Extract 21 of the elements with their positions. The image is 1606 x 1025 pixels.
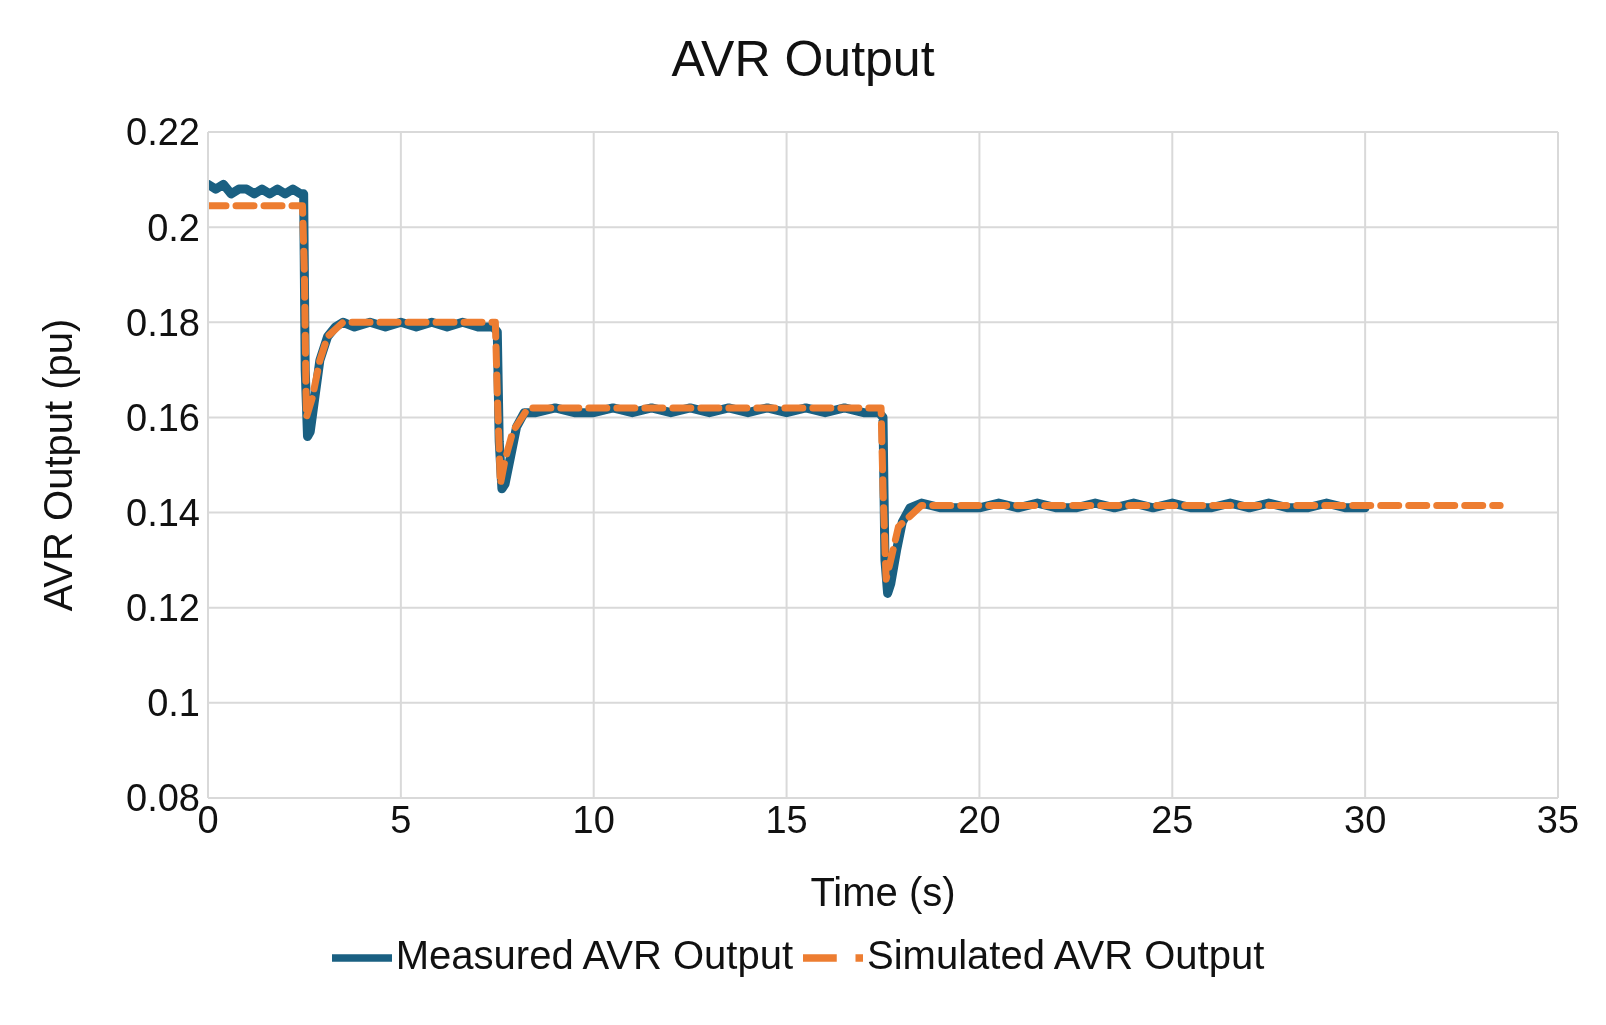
x-tick-label: 5 (390, 798, 412, 841)
y-tick-label: 0.18 (126, 301, 200, 344)
x-tick-label: 30 (1344, 798, 1387, 841)
x-axis-title: Time (s) (810, 870, 956, 914)
y-tick-label: 0.1 (147, 682, 200, 725)
y-axis-title: AVR Output (pu) (36, 318, 81, 612)
y-tick-label: 0.22 (126, 111, 200, 154)
y-tick-label: 0.16 (126, 396, 200, 439)
x-tick-label: 15 (765, 798, 808, 841)
x-tick-label: 10 (572, 798, 615, 841)
x-tick-label: 35 (1536, 798, 1580, 841)
x-tick-label: 0 (197, 798, 219, 841)
x-tick-label: 25 (1151, 798, 1194, 841)
legend-label: Simulated AVR Output (867, 932, 1265, 977)
y-tick-label: 0.2 (147, 206, 200, 249)
y-tick-label: 0.14 (126, 492, 200, 535)
legend-label: Measured AVR Output (395, 932, 793, 977)
y-tick-label: 0.08 (126, 777, 200, 820)
x-tick-label: 20 (958, 798, 1001, 841)
y-tick-label: 0.12 (126, 587, 200, 630)
chart-title: AVR Output (670, 30, 936, 88)
